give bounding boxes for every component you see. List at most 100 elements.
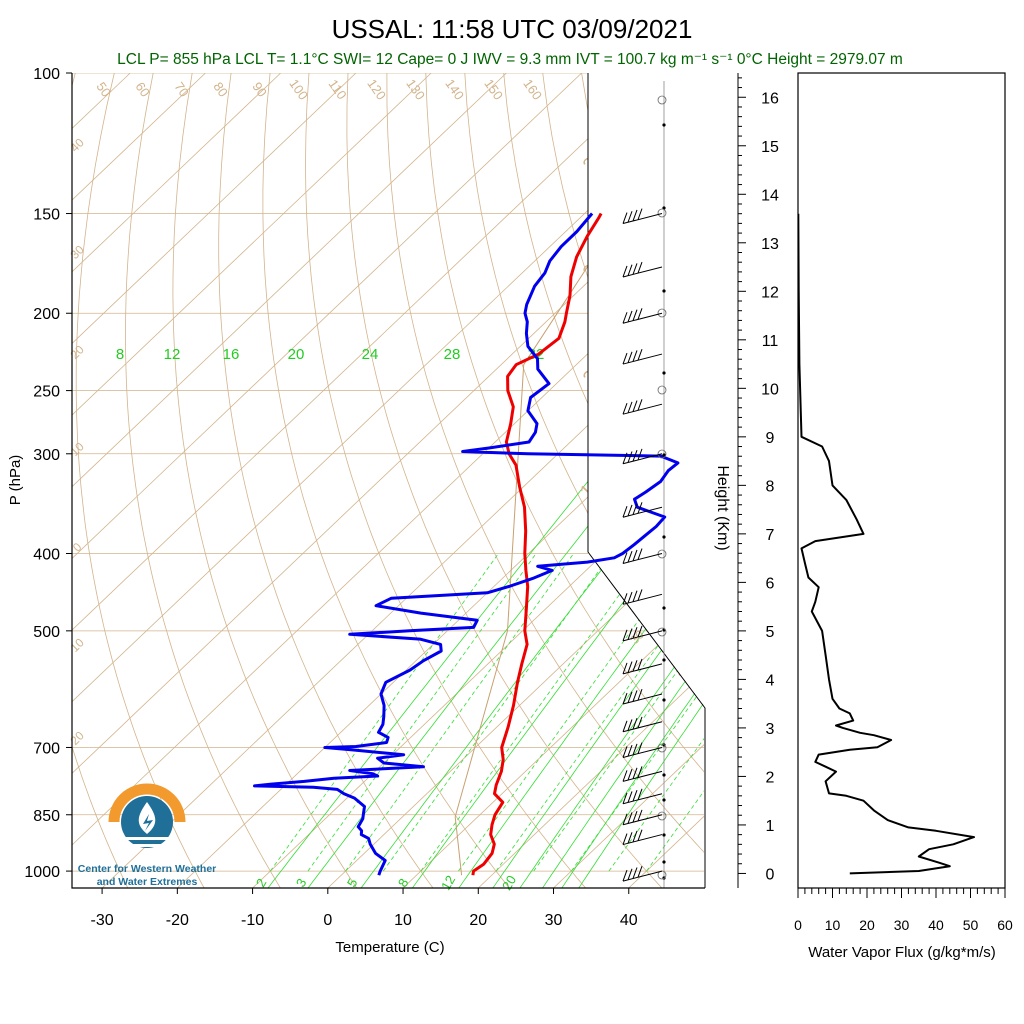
isotherm-line xyxy=(72,73,281,273)
lcl-temperature: LCL T= 1.1°C xyxy=(235,51,329,68)
flux-tick-label: 60 xyxy=(997,917,1013,933)
wind-barb-feather xyxy=(637,399,643,411)
wind-barb-feather xyxy=(637,308,643,320)
isotherm-line xyxy=(779,73,1024,888)
dry-adiabat-line xyxy=(72,73,129,888)
pressure-tick-label: 300 xyxy=(33,447,60,464)
temperature-tick-label: 20 xyxy=(469,912,487,929)
isotherm-label: 130 xyxy=(403,76,428,102)
wind-barb-feather xyxy=(637,809,643,822)
wind-barb-staff xyxy=(622,453,663,465)
cw3e-logo: Center for Western Weather and Water Ext… xyxy=(78,783,216,888)
isotherm-line xyxy=(402,600,704,888)
isotherm-label: 70 xyxy=(171,79,192,99)
wind-barb-feather xyxy=(622,552,628,564)
wind-barb-staff xyxy=(622,403,663,415)
wind-barb-feather xyxy=(632,867,638,879)
wind-barb-feather xyxy=(622,212,628,224)
height-tick-label: 2 xyxy=(766,769,775,786)
isotherm-line xyxy=(553,744,704,888)
wind-barb-feather xyxy=(622,692,628,705)
dry-adiabat-line xyxy=(262,73,510,888)
wind-barb-feather xyxy=(622,593,628,605)
wind-barb-feather xyxy=(632,627,638,639)
dewpoint-profile-line xyxy=(253,212,680,876)
skewt-line-group xyxy=(72,73,1024,888)
temperature-tick-label: 30 xyxy=(545,912,563,929)
wind-barb-feather xyxy=(622,265,628,278)
dry-adiabat-line xyxy=(815,73,1024,888)
dry-adiabat-line xyxy=(893,73,1024,888)
dry-adiabat-label: 40 xyxy=(67,135,87,155)
flux-panel-frame xyxy=(797,72,1006,889)
wind-barb-staff xyxy=(622,630,663,642)
height-tick-label: 14 xyxy=(761,187,779,204)
wind-barb-icon xyxy=(622,788,663,805)
wind-level-dot xyxy=(662,658,666,662)
calm-wind-circle xyxy=(657,870,667,880)
wind-barb-feather xyxy=(627,768,633,781)
wind-barb-staff xyxy=(622,213,663,225)
x-axis-title: Temperature (C) xyxy=(335,939,444,956)
isotherm-label: 120 xyxy=(364,76,389,102)
wind-barb-icon xyxy=(622,866,663,882)
isotherm-line xyxy=(72,73,206,201)
wind-barb-staff xyxy=(622,693,663,705)
wind-barb-feather xyxy=(637,625,643,638)
dry-adiabat-line xyxy=(386,73,704,853)
pressure-tick-label: 200 xyxy=(33,306,60,323)
wind-barb-icon xyxy=(622,766,663,782)
moist-adiabat-line xyxy=(420,553,650,872)
wind-barb-icon xyxy=(622,589,663,605)
wind-barb-icon xyxy=(622,399,663,415)
wind-barb-feather xyxy=(627,791,633,803)
wind-barb-feather xyxy=(632,810,638,823)
wind-barb-feather xyxy=(627,691,633,703)
skewt-profiles xyxy=(253,212,680,876)
wind-barb-feather xyxy=(632,743,638,756)
isotherm-line xyxy=(72,73,357,344)
wind-barb-staff xyxy=(622,870,663,882)
flux-profile xyxy=(798,213,975,875)
isotherm-line xyxy=(72,73,582,559)
wind-barb-feather xyxy=(637,208,643,220)
height-tick-label: 8 xyxy=(766,478,775,495)
pressure-tick-label: 250 xyxy=(33,384,60,401)
wind-barb-feather xyxy=(637,829,643,841)
wind-barb-feather xyxy=(637,349,643,361)
pressure-tick-label: 1000 xyxy=(24,864,60,881)
wind-barb-staff xyxy=(622,834,663,846)
wind-barb-feather xyxy=(632,209,638,222)
moist-adiabat-line xyxy=(646,790,704,872)
wind-barb-icon xyxy=(622,261,663,278)
wind-barb-feather xyxy=(632,690,638,702)
temperature-tick-label: 0 xyxy=(323,912,332,929)
calm-wind-circle xyxy=(657,549,667,559)
height-tick-label: 3 xyxy=(766,721,775,738)
wind-barb-feather xyxy=(637,742,643,754)
skewt-axis-frame xyxy=(71,73,705,889)
flux-tick-label: 20 xyxy=(859,917,875,933)
wind-barb-icon xyxy=(622,688,663,705)
wind-barb-feather xyxy=(632,450,638,462)
wind-barb-feather xyxy=(627,310,633,323)
wind-barb-icon xyxy=(622,829,663,846)
wind-barb-staff xyxy=(622,746,663,758)
wind-barb-icon xyxy=(622,742,663,758)
wind-barb-feather xyxy=(632,309,638,321)
height-tick-label: 5 xyxy=(766,624,775,641)
wind-barb-feather xyxy=(622,792,628,804)
lightning-icon xyxy=(143,814,153,831)
wind-barb-feather xyxy=(627,504,633,517)
wind-barb-staff xyxy=(622,593,663,605)
flux-tick-label: 10 xyxy=(825,917,841,933)
dry-adiabat-line xyxy=(75,73,205,888)
wind-barb-feather xyxy=(627,628,633,640)
wind-barb-staff xyxy=(622,663,663,675)
freezing-height: 0°C Height = 2979.07 m xyxy=(737,51,903,68)
dry-adiabat-line xyxy=(218,73,434,888)
wind-barb-feather xyxy=(632,549,638,562)
temperature-tick-label: -30 xyxy=(91,912,114,929)
isotherm-label: 80 xyxy=(210,79,231,99)
